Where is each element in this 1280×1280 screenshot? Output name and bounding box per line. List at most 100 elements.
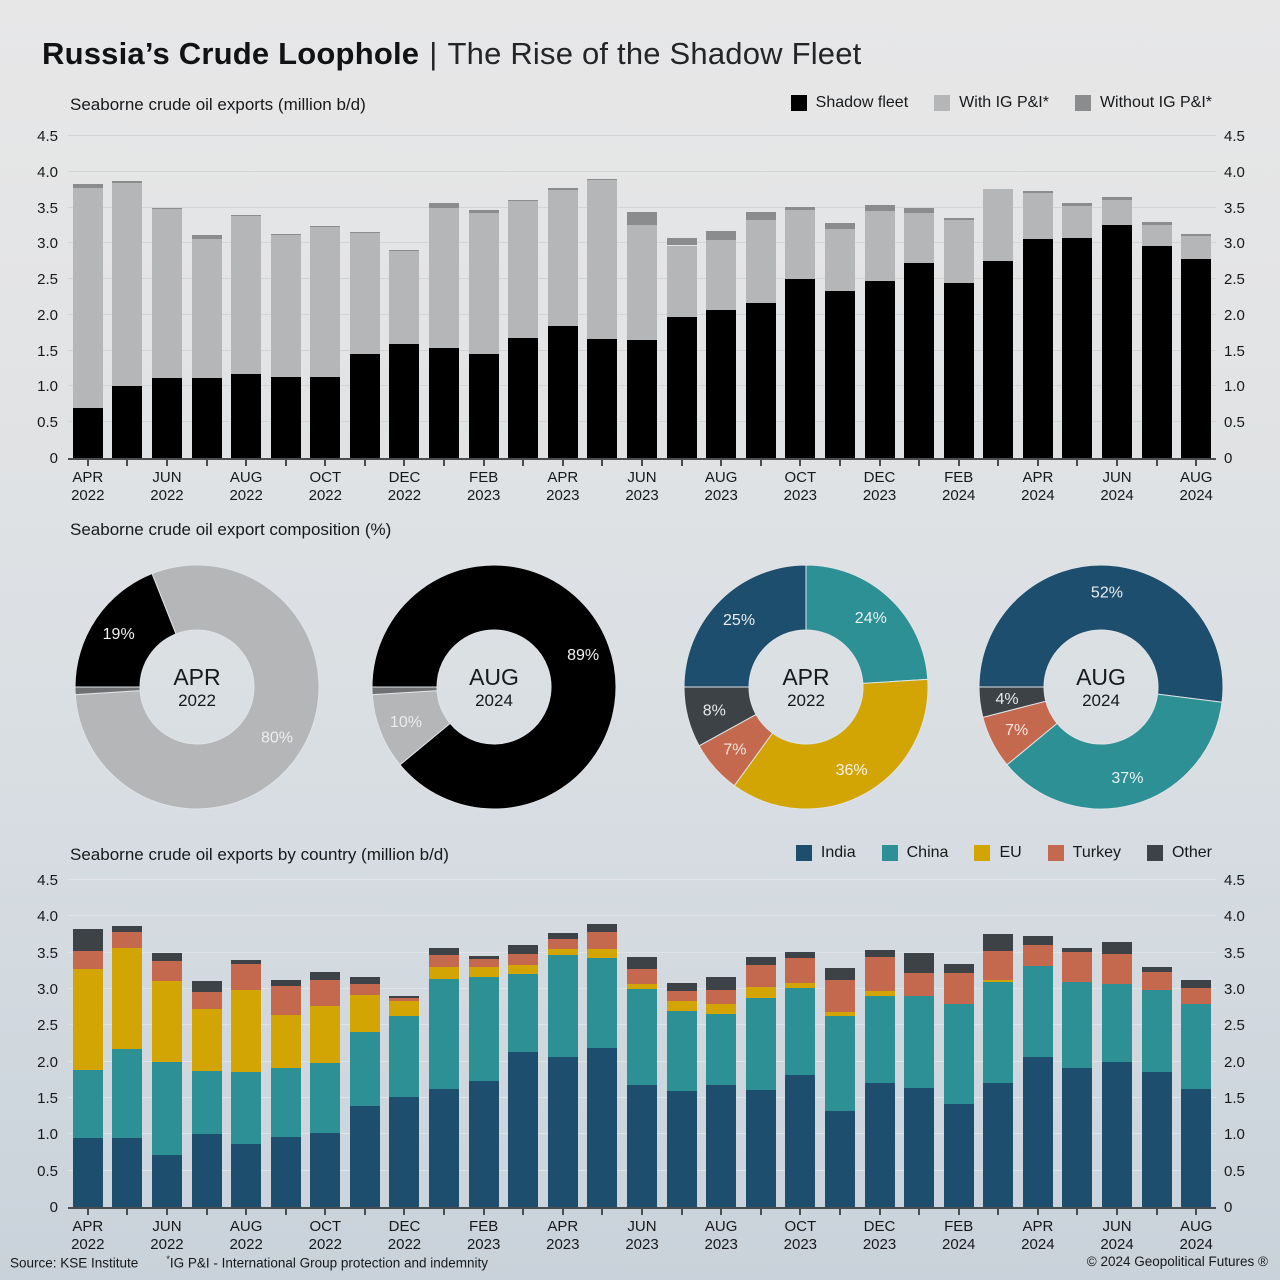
bar-segment: [745, 986, 776, 998]
legend-item: Without IG P&I*: [1074, 94, 1212, 112]
x-axis-tick: [799, 1209, 802, 1215]
x-axis-tick: [838, 1209, 841, 1215]
bar-segment: [112, 1048, 143, 1138]
bar-segment: [824, 222, 855, 230]
x-axis-tick: [878, 1209, 881, 1215]
bar-segment: [627, 1084, 657, 1207]
bar-segment: [547, 949, 578, 955]
bar-segment: [983, 933, 1014, 952]
x-axis-tick: [1195, 1209, 1198, 1215]
donut-country-apr2022: 25% 24% 36% 7% 8% APR 2022: [671, 552, 941, 822]
x-axis-tick: [363, 1209, 366, 1215]
y-axis-label: 2.5: [37, 271, 58, 289]
bar-segment: [231, 216, 262, 374]
y-axis-label: 1.0: [37, 1126, 58, 1144]
y-axis-label: 2.0: [1224, 306, 1245, 324]
y-axis-label: 2.0: [37, 306, 58, 324]
bar-segment: [864, 1083, 895, 1207]
bar-segment: [666, 245, 697, 318]
x-axis-label: JUN 2023: [625, 469, 659, 504]
x-axis-tick: [601, 460, 604, 466]
x-axis-tick: [205, 460, 208, 466]
bar-segment: [824, 1015, 855, 1112]
bar-segment: [270, 979, 301, 987]
bar-segment: [112, 925, 143, 932]
x-axis-tick: [759, 1209, 762, 1215]
bar-segment: [468, 213, 499, 355]
bar-segment: [904, 953, 935, 974]
bar-segment: [587, 180, 618, 340]
page-title: Russia’s Crude Loophole | The Rise of the …: [42, 36, 862, 72]
footnote-star: *: [166, 1254, 170, 1264]
footer-copyright: © 2024 Geopolitical Futures ®: [1086, 1254, 1268, 1269]
bar-segment: [864, 204, 895, 212]
x-axis-label: AUG 2024: [1179, 469, 1213, 504]
donut-center-year: 2022: [787, 691, 825, 710]
bar-segment: [151, 377, 182, 458]
bar-segment: [468, 955, 499, 960]
bar-segment: [864, 995, 895, 1084]
bar-segment: [785, 279, 816, 458]
bar-segment: [706, 976, 737, 990]
x-axis-tick: [403, 460, 406, 466]
y-axis-label: 0: [49, 1199, 58, 1216]
x-axis-label: AUG 2024: [1179, 1218, 1213, 1253]
x-axis-label: DEC 2022: [387, 1218, 422, 1253]
y-axis-label: 0.5: [37, 1162, 58, 1180]
x-axis-label: JUN 2022: [150, 469, 184, 504]
bar-segment: [1062, 981, 1093, 1069]
x-axis-label: OCT 2023: [783, 469, 818, 504]
x-axis-line: [68, 458, 1216, 460]
bar-segment: [1102, 941, 1133, 955]
bar-segment: [389, 250, 420, 344]
bar-segment: [429, 947, 460, 955]
bar-segment: [824, 967, 855, 981]
y-axis-label: 1.0: [1224, 1126, 1245, 1144]
gridline: [68, 915, 1216, 917]
bar-segment: [864, 211, 895, 282]
bar-segment: [785, 958, 816, 984]
x-axis-tick: [482, 460, 485, 466]
bar-segment: [627, 339, 657, 458]
bar-segment: [349, 994, 380, 1032]
y-axis-label: 3.0: [1224, 235, 1245, 253]
bar-segment: [270, 1136, 301, 1207]
bar-segment: [943, 963, 974, 974]
bar-segment: [706, 1013, 737, 1085]
x-axis-tick: [1036, 1209, 1039, 1215]
x-axis-tick: [324, 460, 327, 466]
bar-segment: [587, 339, 618, 458]
x-axis-tick: [284, 1209, 287, 1215]
bar-segment: [429, 967, 460, 979]
x-axis-label: APR 2022: [71, 469, 105, 504]
legend-label: Turkey: [1072, 844, 1121, 861]
y-axis-label: 3.5: [37, 199, 58, 217]
bar-segment: [468, 959, 499, 968]
donut-center-month: APR: [782, 664, 829, 690]
footer-source: Source: KSE Institute *IG P&I - Internati…: [10, 1254, 488, 1271]
x-axis-tick: [1076, 1209, 1079, 1215]
x-axis-label: JUN 2022: [150, 1218, 184, 1253]
bar-segment: [231, 373, 262, 458]
x-axis-label: FEB 2023: [466, 1218, 501, 1253]
bar-segment: [943, 218, 974, 221]
y-axis-label: 4.0: [1224, 163, 1245, 181]
bar-segment: [508, 954, 539, 966]
bar-segment: [151, 1154, 182, 1207]
bar-segment: [1062, 1068, 1093, 1207]
x-axis-label: AUG 2022: [229, 1218, 263, 1253]
bar-segment: [349, 1106, 380, 1207]
bar-segment: [745, 219, 776, 303]
bar-segment: [349, 1031, 380, 1106]
x-axis-tick: [720, 460, 723, 466]
bar-segment: [943, 1003, 974, 1104]
x-axis-label: APR 2024: [1021, 469, 1055, 504]
bar-segment: [547, 954, 578, 1057]
x-axis-label: DEC 2023: [862, 469, 897, 504]
bar-segment: [547, 326, 578, 458]
bar-segment: [1022, 191, 1053, 194]
x-axis-label: APR 2023: [546, 469, 580, 504]
x-axis-tick: [245, 1209, 248, 1215]
x-axis-tick: [284, 460, 287, 466]
x-axis-tick: [641, 1209, 643, 1215]
